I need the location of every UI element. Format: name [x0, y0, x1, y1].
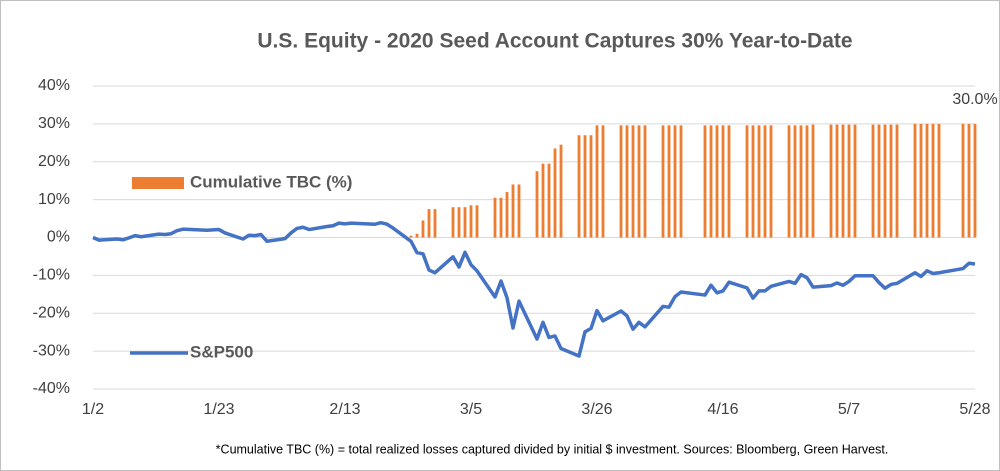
bar [409, 235, 413, 238]
bar [727, 125, 731, 238]
bar [505, 192, 509, 238]
bar [463, 207, 467, 238]
x-tick-label: 5/28 [959, 401, 990, 418]
legend-label: S&P500 [190, 342, 253, 361]
bar [715, 125, 719, 238]
bar [673, 125, 677, 238]
bar [877, 124, 881, 238]
bars [409, 123, 977, 238]
bar [451, 207, 455, 238]
bar [595, 125, 599, 238]
bar [763, 125, 767, 238]
y-tick-label: 30% [38, 115, 70, 132]
bar [913, 123, 917, 238]
bar [541, 163, 545, 238]
bar [841, 124, 845, 238]
bar [589, 135, 593, 238]
bar [721, 125, 725, 238]
bar [745, 125, 749, 238]
bar [415, 233, 419, 238]
bar [631, 125, 635, 238]
bar [769, 125, 773, 238]
bar [601, 125, 605, 238]
labels: -40% -30% -20% -10% 0% 10% 20% 30% 40% 1/2 1/23 2/1… [33, 77, 998, 418]
bar [829, 124, 833, 238]
bar [931, 123, 935, 238]
bar [427, 209, 431, 238]
bar [751, 125, 755, 238]
bar [811, 124, 815, 238]
bar [967, 123, 971, 238]
bar [871, 124, 875, 238]
bar [709, 125, 713, 238]
bar [493, 197, 497, 238]
y-tick-label: 20% [38, 153, 70, 170]
bar [517, 184, 521, 238]
bar [679, 125, 683, 238]
x-tick-label: 5/7 [838, 401, 860, 418]
bar [457, 207, 461, 238]
bar [511, 184, 515, 238]
legend-label: Cumulative TBC (%) [190, 172, 352, 191]
bar [835, 124, 839, 238]
bar [889, 124, 893, 238]
bar [883, 124, 887, 238]
bar [799, 125, 803, 238]
bar [793, 125, 797, 238]
x-tick-label: 3/5 [460, 401, 482, 418]
grid [93, 85, 975, 390]
bar [919, 123, 923, 238]
data-label: 30.0% [952, 91, 997, 108]
footnote: *Cumulative TBC (%) = total realized los… [216, 442, 889, 456]
bar [895, 124, 899, 238]
bar [805, 125, 809, 238]
bar [643, 125, 647, 238]
bar [499, 197, 503, 238]
bar [553, 148, 557, 238]
bar [661, 125, 665, 238]
x-tick-label: 2/13 [329, 401, 360, 418]
chart-title: U.S. Equity - 2020 Seed Account Captures… [257, 30, 852, 53]
bar [757, 125, 761, 238]
bar [421, 220, 425, 238]
x-tick-label: 4/16 [707, 401, 738, 418]
bar [847, 124, 851, 238]
x-tick-label: 1/2 [82, 401, 104, 418]
lines [92, 220, 976, 358]
bar [703, 125, 707, 238]
bar [577, 135, 581, 238]
bar [547, 163, 551, 238]
bar [559, 144, 563, 238]
bar [535, 171, 539, 238]
bar [961, 123, 965, 238]
y-tick-label: 10% [38, 191, 70, 208]
bar [667, 125, 671, 238]
bar [937, 123, 941, 238]
line [92, 220, 976, 358]
y-tick-label: -40% [33, 380, 70, 397]
bar [433, 209, 437, 238]
bar [475, 205, 479, 238]
y-tick-label: -10% [33, 267, 70, 284]
y-tick-label: -30% [33, 342, 70, 359]
bar [583, 135, 587, 238]
bar [625, 125, 629, 238]
y-tick-label: 0% [47, 229, 70, 246]
bar [469, 205, 473, 238]
legend-swatch [132, 177, 184, 189]
y-tick-label: -20% [33, 304, 70, 321]
bar [925, 123, 929, 238]
y-tick-label: 40% [38, 77, 70, 94]
bar [619, 125, 623, 238]
x-tick-label: 3/26 [581, 401, 612, 418]
bar [853, 124, 857, 238]
x-tick-label: 1/23 [203, 401, 234, 418]
bar [973, 123, 977, 238]
bar [787, 125, 791, 238]
bar [637, 125, 641, 238]
